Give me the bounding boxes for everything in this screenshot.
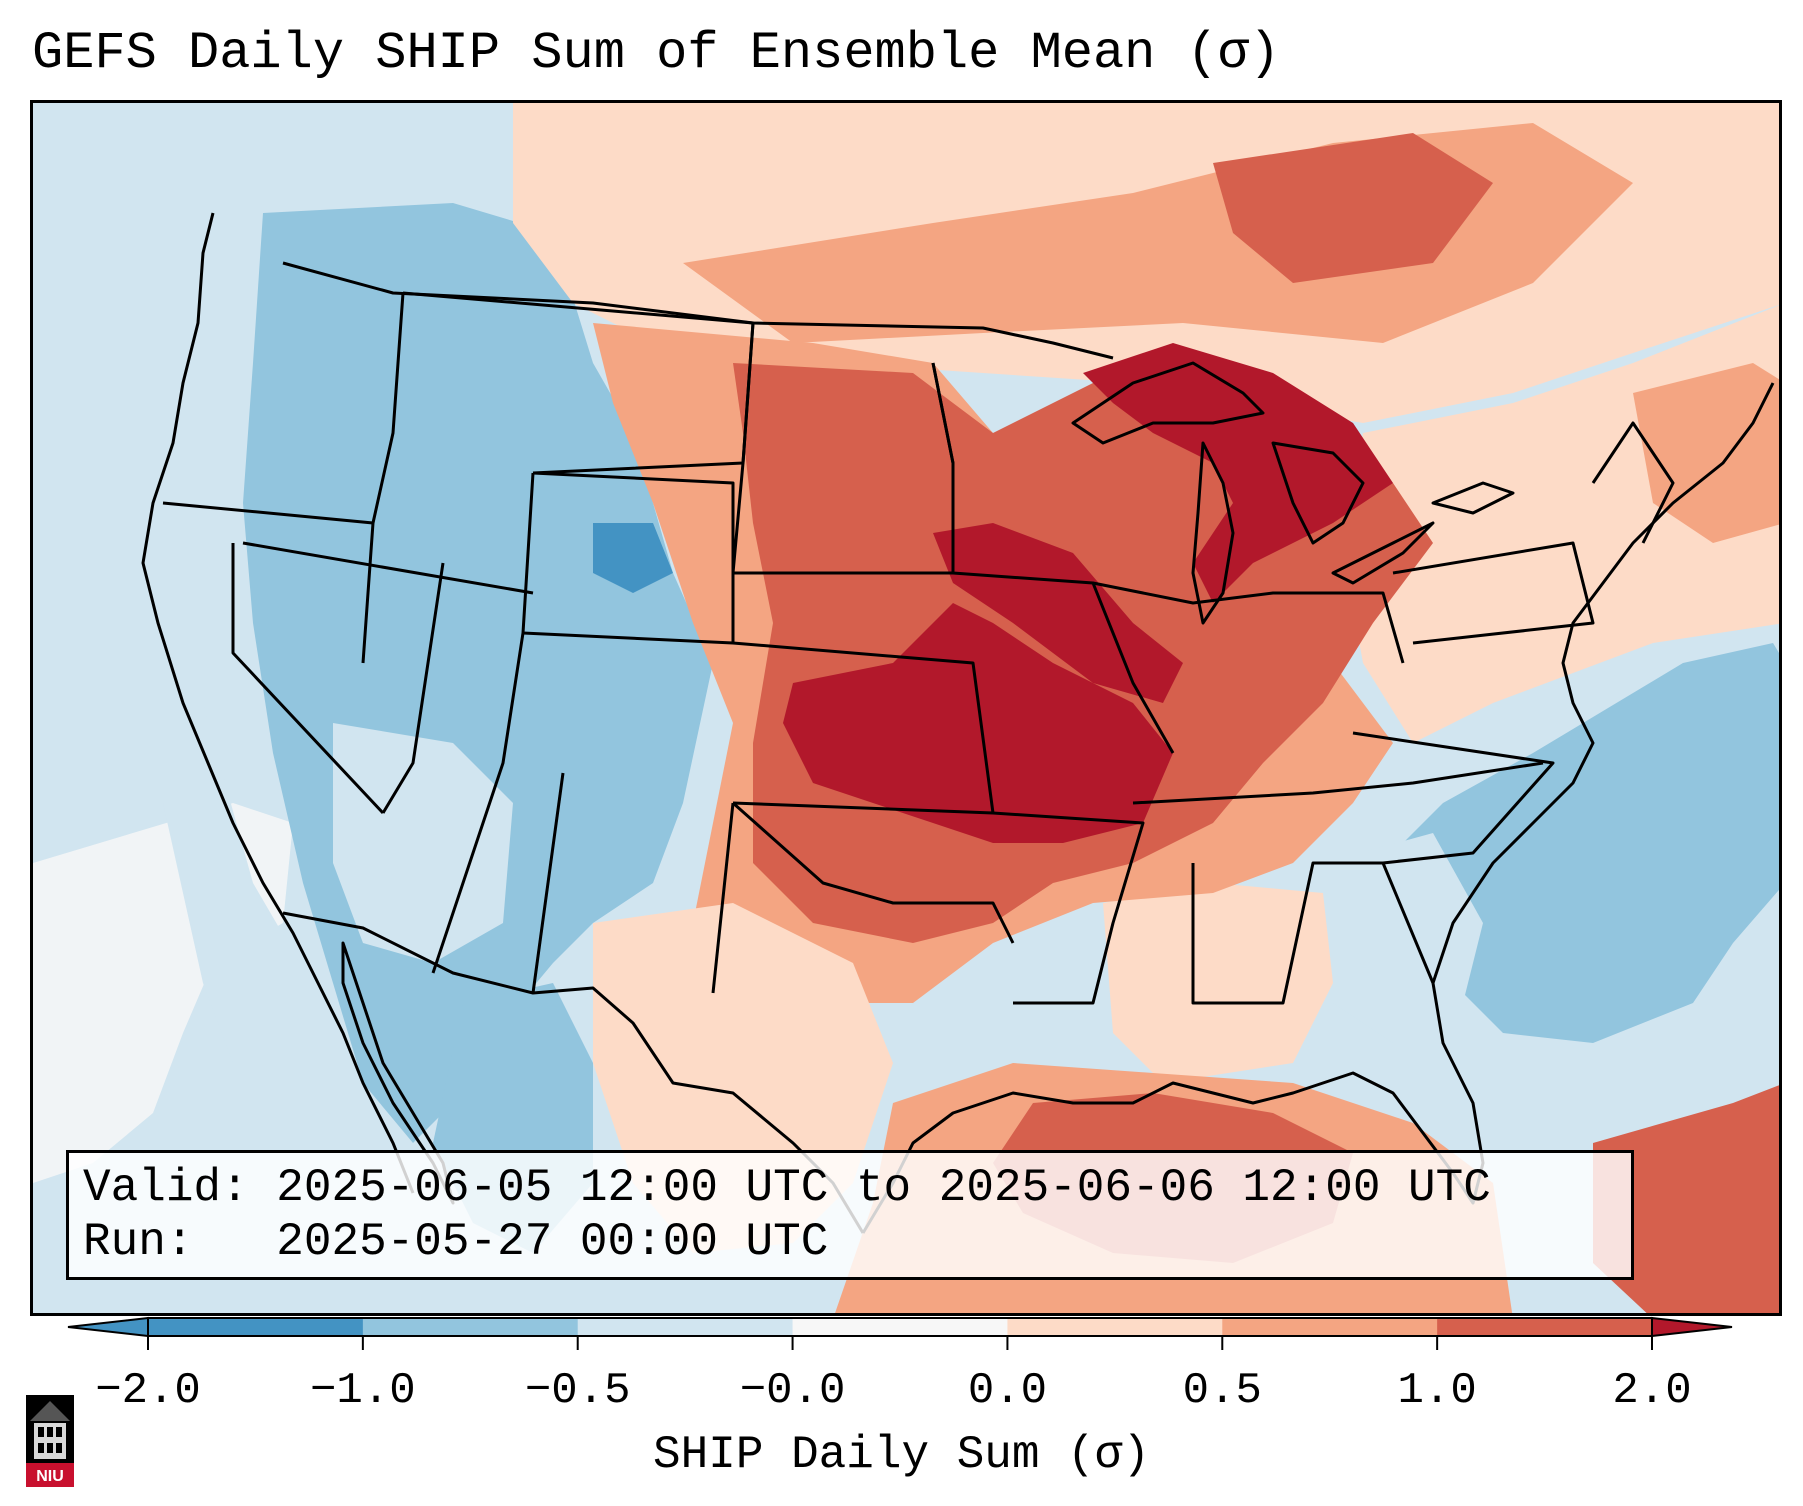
- colorbar-label: SHIP Daily Sum (σ): [653, 1429, 1150, 1481]
- lake-superior-outline: [1071, 361, 1265, 445]
- state-border-id-mt: [361, 292, 405, 664]
- valid-label: Valid:: [83, 1162, 249, 1214]
- colorbar-extend-low: [67, 1316, 149, 1338]
- colorbar-tick-label: −2.0: [95, 1366, 201, 1416]
- run-time: 2025-05-27 00:00 UTC: [276, 1216, 829, 1268]
- state-border-ms-al-ga-fl: [1191, 861, 1435, 1005]
- state-border-mn-ia-mo: [931, 362, 1175, 754]
- state-border-nv-ut-az: [381, 562, 445, 814]
- great-basin-light-blue: [333, 723, 513, 963]
- southeast-light-blue-area: [1303, 833, 1483, 1043]
- niu-logo: NIU: [26, 1395, 74, 1487]
- west-coastline: [141, 212, 415, 1194]
- new-england-salmon-area: [1633, 363, 1779, 543]
- state-border-ut-co-wy: [431, 472, 535, 974]
- colorbar: [67, 1316, 1733, 1350]
- state-border-az-nm: [531, 772, 565, 994]
- colorbar-tick-label: 1.0: [1397, 1366, 1477, 1416]
- valid-time-range: 2025-06-05 12:00 UTC to 2025-06-06 12:00…: [276, 1162, 1491, 1214]
- state-border-ne-ks-ok: [732, 641, 995, 815]
- state-border-ok-tx-red-river: [732, 801, 1015, 944]
- niu-logo-text: NIU: [36, 1468, 64, 1485]
- colorbar-segment: [1222, 1318, 1438, 1336]
- colorbar-tick-label: −1.0: [310, 1366, 416, 1416]
- state-border-mo-ar-la: [992, 811, 1145, 1005]
- lake-erie-outline: [1331, 521, 1435, 585]
- colorbar-segment: [148, 1318, 364, 1336]
- southern-plains-dark-red-core: [783, 603, 1173, 843]
- colorbar-segment: [792, 1318, 1008, 1336]
- state-border-wi-il-in-oh: [1092, 581, 1405, 664]
- state-border-pa-ny-nj: [1392, 541, 1595, 645]
- great-lakes-dark-red: [1083, 343, 1393, 603]
- colorbar-segment: [577, 1318, 794, 1336]
- canada-red-patch: [1213, 133, 1493, 283]
- southeast-near-zero-area: [1103, 883, 1333, 1083]
- state-border-va-nc-sc: [1352, 731, 1555, 865]
- state-border-ky-tn-ms-al-ga: [1132, 761, 1544, 805]
- colorbar-extend-high: [1651, 1316, 1733, 1338]
- colorbar-segment: [362, 1318, 579, 1336]
- colorbar-tick-label: 2.0: [1612, 1366, 1692, 1416]
- state-border-or-ca-nv-id: [242, 541, 534, 595]
- state-border-nv-ca: [231, 543, 385, 815]
- lake-michigan-outline: [1191, 441, 1235, 625]
- anomaly-map: [33, 103, 1779, 1313]
- colorbar-tick-label: −0.5: [524, 1366, 631, 1416]
- valid-run-info-box: Valid: 2025-06-05 12:00 UTC to 2025-06-0…: [66, 1150, 1634, 1280]
- map-panel: [30, 100, 1782, 1316]
- east-coastline: [1431, 382, 1775, 984]
- chart-title: GEFS Daily SHIP Sum of Ensemble Mean (σ): [32, 24, 1281, 83]
- lake-huron-outline: [1271, 441, 1365, 545]
- state-border-new-england: [1591, 421, 1675, 544]
- colorbar-tick-label: 0.0: [967, 1366, 1048, 1416]
- lake-ontario-outline: [1431, 481, 1515, 515]
- colorbar-segment: [1437, 1318, 1653, 1336]
- state-border-nm-tx: [711, 802, 735, 994]
- colorado-deep-blue-patch: [593, 523, 673, 593]
- colorbar-tick-label: 0.5: [1182, 1366, 1262, 1416]
- state-border-wa-or: [162, 501, 374, 525]
- mississippi-valley-dark-red: [933, 523, 1183, 703]
- pacific-blue-band: [153, 303, 353, 1163]
- run-label: Run:: [83, 1216, 194, 1268]
- colorbar-segment: [1007, 1318, 1223, 1336]
- caribbean-red-area: [1593, 1085, 1779, 1313]
- colorbar-tick-label: −0.0: [739, 1366, 846, 1416]
